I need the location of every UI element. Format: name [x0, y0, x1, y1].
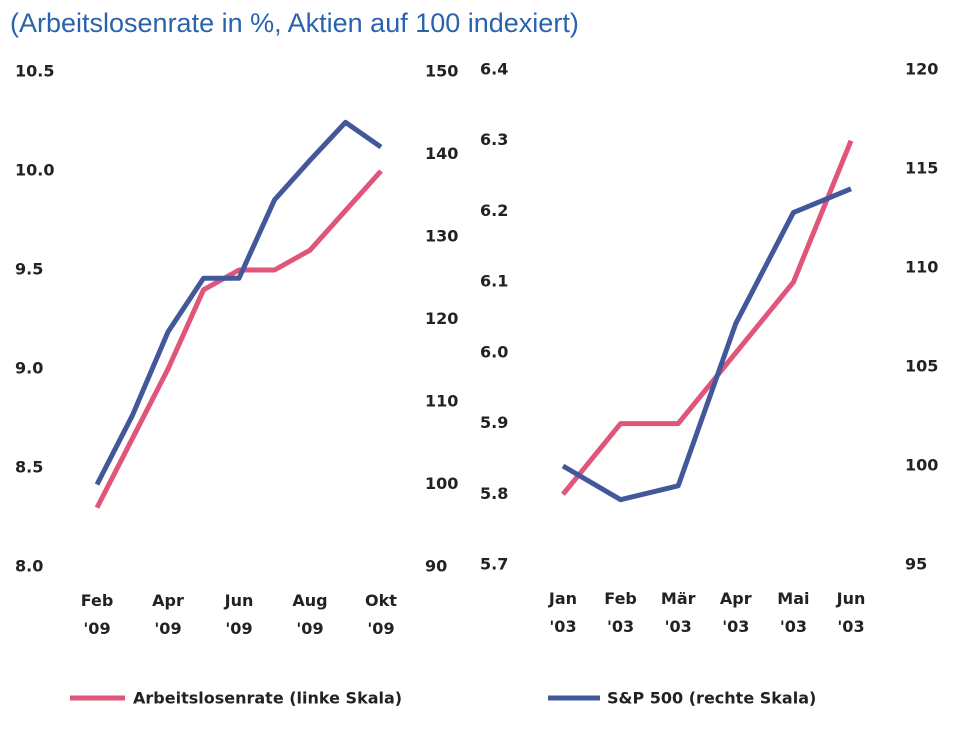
x-tick-label: Jan '03: [548, 589, 577, 636]
legend-label: Arbeitslosenrate (linke Skala): [133, 689, 402, 708]
y2-tick-label: 90: [425, 557, 447, 576]
series-line: [94, 119, 383, 486]
y2-tick-label: 115: [905, 159, 938, 178]
y-tick-label: 6.4: [480, 60, 508, 79]
y2-tick-label: 110: [425, 392, 458, 411]
y2-tick-label: 130: [425, 227, 458, 246]
legend-label: S&P 500 (rechte Skala): [607, 689, 816, 708]
y-tick-label: 8.0: [15, 557, 43, 576]
y-tick-label: 6.1: [480, 272, 508, 291]
y2-tick-label: 100: [905, 456, 938, 475]
x-tick-label: Jun '09: [224, 591, 254, 638]
x-tick-label: Feb '03: [604, 589, 637, 636]
y-tick-label: 5.7: [480, 555, 508, 574]
page-title: (Arbeitslosenrate in %, Aktien auf 100 i…: [10, 8, 579, 38]
x-tick-label: Apr '03: [720, 589, 752, 636]
x-tick-label: Okt '09: [365, 591, 397, 638]
y-tick-label: 9.5: [15, 260, 43, 279]
y-tick-label: 6.0: [480, 342, 508, 361]
x-tick-label: Feb '09: [81, 591, 114, 638]
y-tick-label: 5.9: [480, 413, 508, 432]
y2-tick-label: 120: [905, 60, 938, 79]
x-tick-label: Mai '03: [777, 589, 809, 636]
y2-tick-label: 120: [425, 309, 458, 328]
x-tick-label: Jun '03: [836, 589, 866, 636]
y2-tick-label: 150: [425, 62, 458, 81]
series-line: [94, 169, 383, 509]
y2-tick-label: 140: [425, 144, 458, 163]
y2-tick-label: 100: [425, 474, 458, 493]
y-tick-label: 10.5: [15, 62, 54, 81]
y2-tick-label: 110: [905, 258, 938, 277]
y-tick-label: 6.3: [480, 130, 508, 149]
series-line: [561, 186, 852, 503]
x-tick-label: Aug '09: [292, 591, 327, 638]
y-tick-label: 10.0: [15, 161, 54, 180]
x-tick-label: Apr '09: [152, 591, 184, 638]
y-tick-label: 5.8: [480, 484, 508, 503]
y-tick-label: 9.0: [15, 359, 43, 378]
y-tick-label: 6.2: [480, 201, 508, 220]
series-line: [561, 139, 854, 496]
y-tick-label: 8.5: [15, 458, 43, 477]
x-tick-label: Mär '03: [661, 589, 696, 636]
y2-tick-label: 105: [905, 357, 938, 376]
y2-tick-label: 95: [905, 555, 927, 574]
